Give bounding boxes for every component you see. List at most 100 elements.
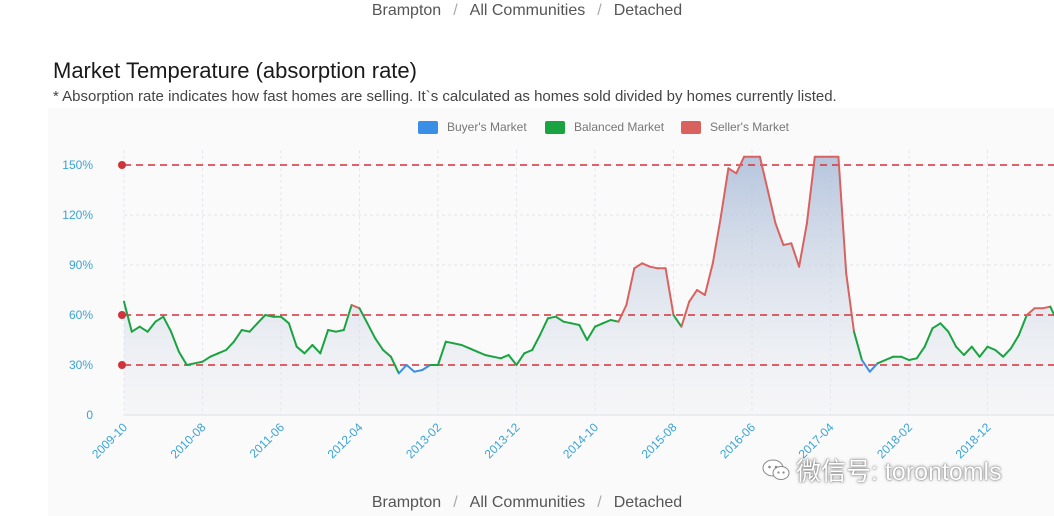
x-tick-label-2: 2011-06 [247,420,288,461]
series-segment-31 [366,322,377,340]
series-segment-65 [633,262,644,270]
series-segment-81 [758,155,769,191]
series-segment-71 [680,300,691,328]
breadcrumb-city[interactable]: Brampton [371,2,442,19]
series-segment-105 [947,330,958,348]
series-segment-53 [539,317,549,336]
series-segment-35 [397,364,408,375]
series-segment-56 [562,320,573,325]
series-segment-34 [389,355,400,375]
series-segment-102 [923,327,934,348]
legend-label-2[interactable]: Seller's Market [710,120,790,134]
legend-swatch-0[interactable] [418,121,438,134]
series-segment-24 [311,344,322,355]
breadcrumb-top: Brampton / All Communities / Detached [0,2,1054,20]
series-segment-112 [1002,347,1012,358]
legend-swatch-2[interactable] [681,121,701,134]
threshold-marker-30[interactable] [118,361,126,369]
series-segment-20 [280,315,290,325]
series-segment-115 [1025,307,1036,316]
series-segment-26 [327,329,337,333]
plot-background [48,108,1054,516]
series-segment-43 [460,344,471,350]
series-segment-107 [962,345,973,356]
series-segment-16 [248,322,259,333]
series-segment-2 [138,325,149,333]
wechat-watermark: 微信号: torontomls [762,452,1002,488]
series-segment-114 [1017,314,1028,336]
x-tick-label-4: 2013-02 [403,420,444,461]
series-segment-54 [546,315,557,320]
series-segment-100 [908,357,918,361]
breadcrumb-community[interactable]: All Communities [469,494,586,511]
series-segment-60 [594,322,604,328]
series-segment-4 [154,315,165,323]
series-segment-93 [853,330,863,361]
series-segment-97 [884,355,895,361]
series-segment-17 [256,314,267,325]
breadcrumb-community[interactable]: All Communities [469,2,586,19]
series-segment-59 [586,325,596,341]
series-segment-110 [986,345,997,351]
breadcrumb-type[interactable]: Detached [613,494,683,511]
series-segment-30 [358,307,369,325]
breadcrumb-separator: / [597,2,602,19]
series-segment-3 [146,320,157,333]
series-segment-15 [240,329,251,333]
series-segment-69 [664,267,675,316]
series-segment-61 [601,319,612,325]
threshold-marker-150[interactable] [118,161,126,169]
y-tick-label-1: 30% [69,358,93,372]
series-segment-118 [1049,305,1054,317]
series-segment-28 [342,304,353,331]
series-segment-12 [217,349,228,355]
y-tick-label-4: 120% [62,208,93,222]
legend-swatch-1[interactable] [545,121,565,134]
x-tick-label-7: 2015-08 [639,420,680,461]
series-segment-9 [193,360,204,365]
series-segment-1 [130,325,141,333]
threshold-marker-60[interactable] [118,311,126,319]
breadcrumb-separator: / [453,2,458,19]
series-segment-13 [225,340,235,351]
series-segment-76 [719,167,730,220]
watermark-text: 微信号: torontomls [796,458,1002,486]
x-tick-label-6: 2014-10 [560,420,601,461]
series-segment-10 [201,355,212,363]
legend-label-0[interactable]: Buyer's Market [447,120,527,134]
legend-label-1[interactable]: Balanced Market [574,120,665,134]
y-tick-label-5: 150% [62,158,93,172]
series-segment-113 [1010,334,1020,350]
x-tick-label-1: 2010-08 [168,420,209,461]
series-segment-49 [507,354,518,366]
series-segment-63 [617,304,628,323]
y-tick-label-3: 90% [69,258,93,272]
series-segment-6 [170,330,180,353]
breadcrumb-city[interactable]: Brampton [371,494,442,511]
series-segment-75 [711,217,722,265]
area-fill [124,156,1054,415]
series-segment-32 [374,337,385,351]
series-segment-78 [735,155,746,175]
series-segment-47 [491,355,502,360]
y-tick-label-2: 60% [69,308,93,322]
series-segment-42 [452,342,463,346]
series-segment-22 [295,345,306,355]
series-segment-106 [955,345,965,356]
series-segment-74 [703,262,714,296]
series-segment-111 [994,349,1005,358]
series-segment-103 [931,322,942,330]
series-segment-5 [162,315,173,333]
series-segment-95 [868,362,879,373]
series-segment-25 [319,329,330,355]
series-segment-50 [515,352,526,366]
breadcrumb-type[interactable]: Detached [613,2,683,19]
series-segment-67 [648,265,659,270]
series-segment-45 [476,350,487,356]
series-segment-87 [805,155,816,225]
series-segment-48 [499,354,510,360]
series-segment-58 [578,324,589,341]
series-segment-86 [798,222,808,268]
series-segment-117 [1041,305,1052,310]
breadcrumb-separator: / [597,494,602,511]
